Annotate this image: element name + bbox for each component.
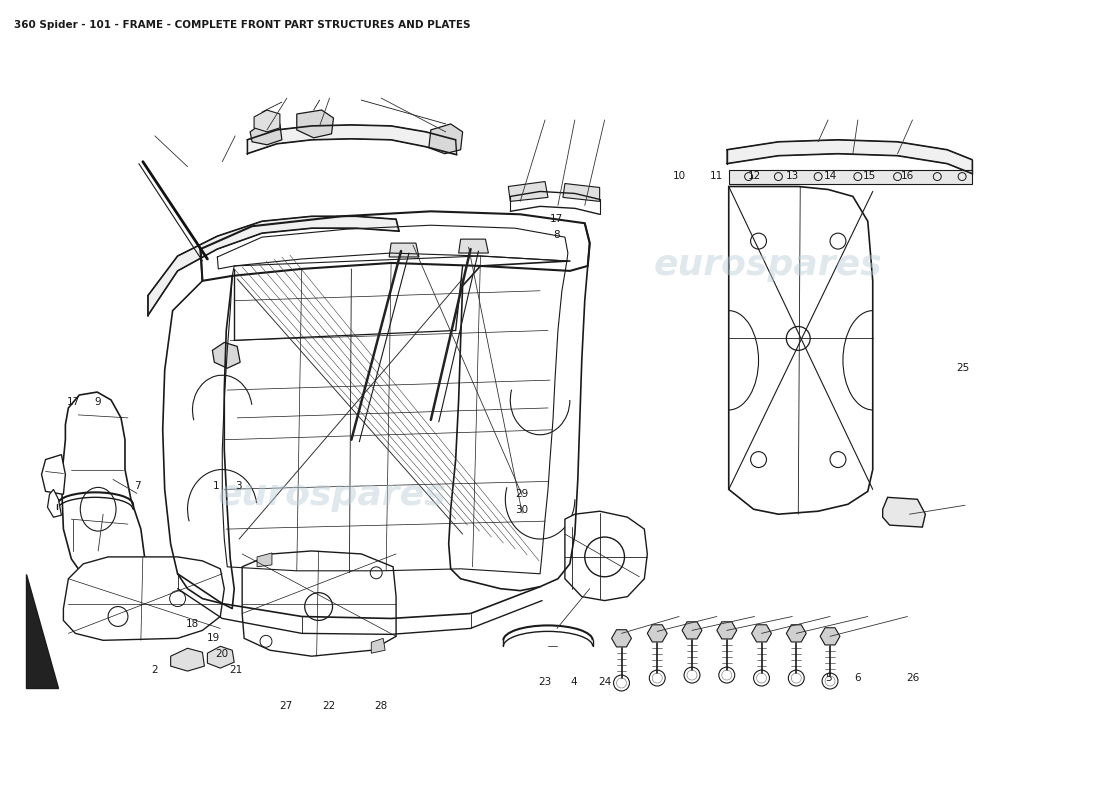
Polygon shape [242, 551, 396, 656]
Text: 7: 7 [134, 481, 141, 490]
Polygon shape [42, 454, 65, 494]
Text: 13: 13 [785, 171, 799, 181]
Polygon shape [728, 186, 872, 514]
Polygon shape [170, 648, 205, 671]
Polygon shape [250, 122, 282, 145]
Polygon shape [208, 646, 234, 668]
Text: eurospares: eurospares [654, 248, 883, 282]
Polygon shape [786, 625, 806, 642]
Polygon shape [717, 622, 737, 639]
Polygon shape [389, 243, 419, 257]
Polygon shape [248, 125, 456, 154]
Text: 9: 9 [95, 397, 101, 406]
Polygon shape [821, 628, 840, 645]
Text: 3: 3 [235, 481, 242, 490]
Text: 27: 27 [279, 701, 293, 711]
Text: 12: 12 [748, 171, 761, 181]
Polygon shape [751, 625, 771, 642]
Polygon shape [459, 239, 488, 253]
Text: 18: 18 [186, 619, 199, 629]
Text: 10: 10 [672, 171, 685, 181]
Polygon shape [257, 553, 272, 567]
Polygon shape [64, 557, 224, 640]
Polygon shape [254, 110, 279, 132]
Text: 15: 15 [862, 171, 876, 181]
Text: 360 Spider - 101 - FRAME - COMPLETE FRONT PART STRUCTURES AND PLATES: 360 Spider - 101 - FRAME - COMPLETE FRON… [14, 20, 471, 30]
Polygon shape [565, 511, 647, 601]
Polygon shape [727, 140, 972, 174]
Polygon shape [508, 182, 548, 202]
Text: 21: 21 [229, 665, 242, 675]
Text: 16: 16 [901, 171, 914, 181]
Polygon shape [429, 124, 463, 154]
Text: 28: 28 [374, 701, 387, 711]
Text: eurospares: eurospares [217, 478, 446, 512]
Polygon shape [47, 490, 62, 517]
Polygon shape [647, 625, 668, 642]
Polygon shape [212, 342, 240, 368]
Polygon shape [25, 574, 58, 688]
Polygon shape [728, 170, 972, 183]
Text: 1: 1 [212, 481, 219, 490]
Text: 5: 5 [825, 673, 832, 683]
Text: 14: 14 [824, 171, 837, 181]
Polygon shape [372, 638, 385, 654]
Text: 26: 26 [906, 673, 920, 683]
Text: 11: 11 [710, 171, 723, 181]
Text: 17: 17 [550, 214, 563, 224]
Text: 19: 19 [207, 634, 220, 643]
Polygon shape [682, 622, 702, 639]
Text: 25: 25 [956, 363, 969, 374]
Polygon shape [882, 498, 925, 527]
Text: 4: 4 [571, 677, 578, 687]
Polygon shape [297, 110, 333, 138]
Text: 29: 29 [515, 489, 528, 498]
Text: 22: 22 [322, 701, 335, 711]
Polygon shape [563, 183, 600, 202]
Text: 24: 24 [598, 677, 612, 687]
Text: 30: 30 [515, 505, 528, 514]
Polygon shape [612, 630, 631, 647]
Polygon shape [147, 216, 399, 315]
Text: 23: 23 [538, 677, 551, 687]
Text: 2: 2 [152, 665, 158, 675]
Text: 20: 20 [216, 650, 229, 659]
Text: 6: 6 [855, 673, 861, 683]
Text: 17: 17 [67, 397, 80, 406]
Text: 8: 8 [553, 230, 560, 240]
Polygon shape [62, 392, 145, 594]
